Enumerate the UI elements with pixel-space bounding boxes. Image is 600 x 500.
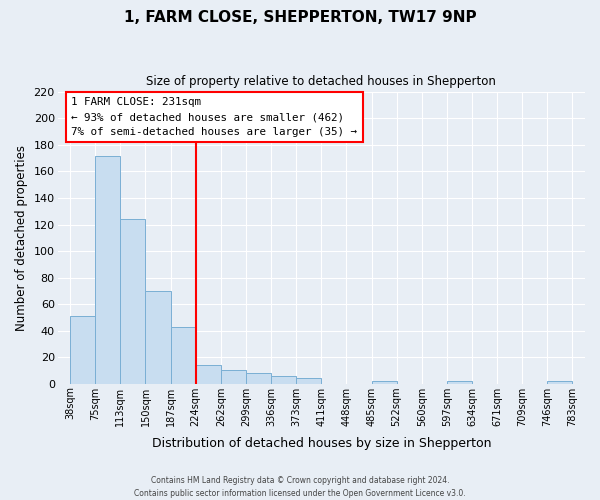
Bar	[196, 365, 221, 384]
Text: Contains HM Land Registry data © Crown copyright and database right 2024.
Contai: Contains HM Land Registry data © Crown c…	[134, 476, 466, 498]
X-axis label: Distribution of detached houses by size in Shepperton: Distribution of detached houses by size …	[152, 437, 491, 450]
Bar	[246, 373, 271, 384]
Bar	[145, 291, 170, 384]
Bar	[447, 381, 472, 384]
Bar	[170, 326, 196, 384]
Bar	[70, 316, 95, 384]
Bar	[271, 376, 296, 384]
Text: 1 FARM CLOSE: 231sqm
← 93% of detached houses are smaller (462)
7% of semi-detac: 1 FARM CLOSE: 231sqm ← 93% of detached h…	[71, 97, 358, 137]
Bar	[221, 370, 246, 384]
Bar	[121, 219, 145, 384]
Bar	[371, 381, 397, 384]
Bar	[296, 378, 321, 384]
Title: Size of property relative to detached houses in Shepperton: Size of property relative to detached ho…	[146, 75, 496, 88]
Text: 1, FARM CLOSE, SHEPPERTON, TW17 9NP: 1, FARM CLOSE, SHEPPERTON, TW17 9NP	[124, 10, 476, 25]
Bar	[547, 381, 572, 384]
Bar	[95, 156, 121, 384]
Y-axis label: Number of detached properties: Number of detached properties	[15, 145, 28, 331]
